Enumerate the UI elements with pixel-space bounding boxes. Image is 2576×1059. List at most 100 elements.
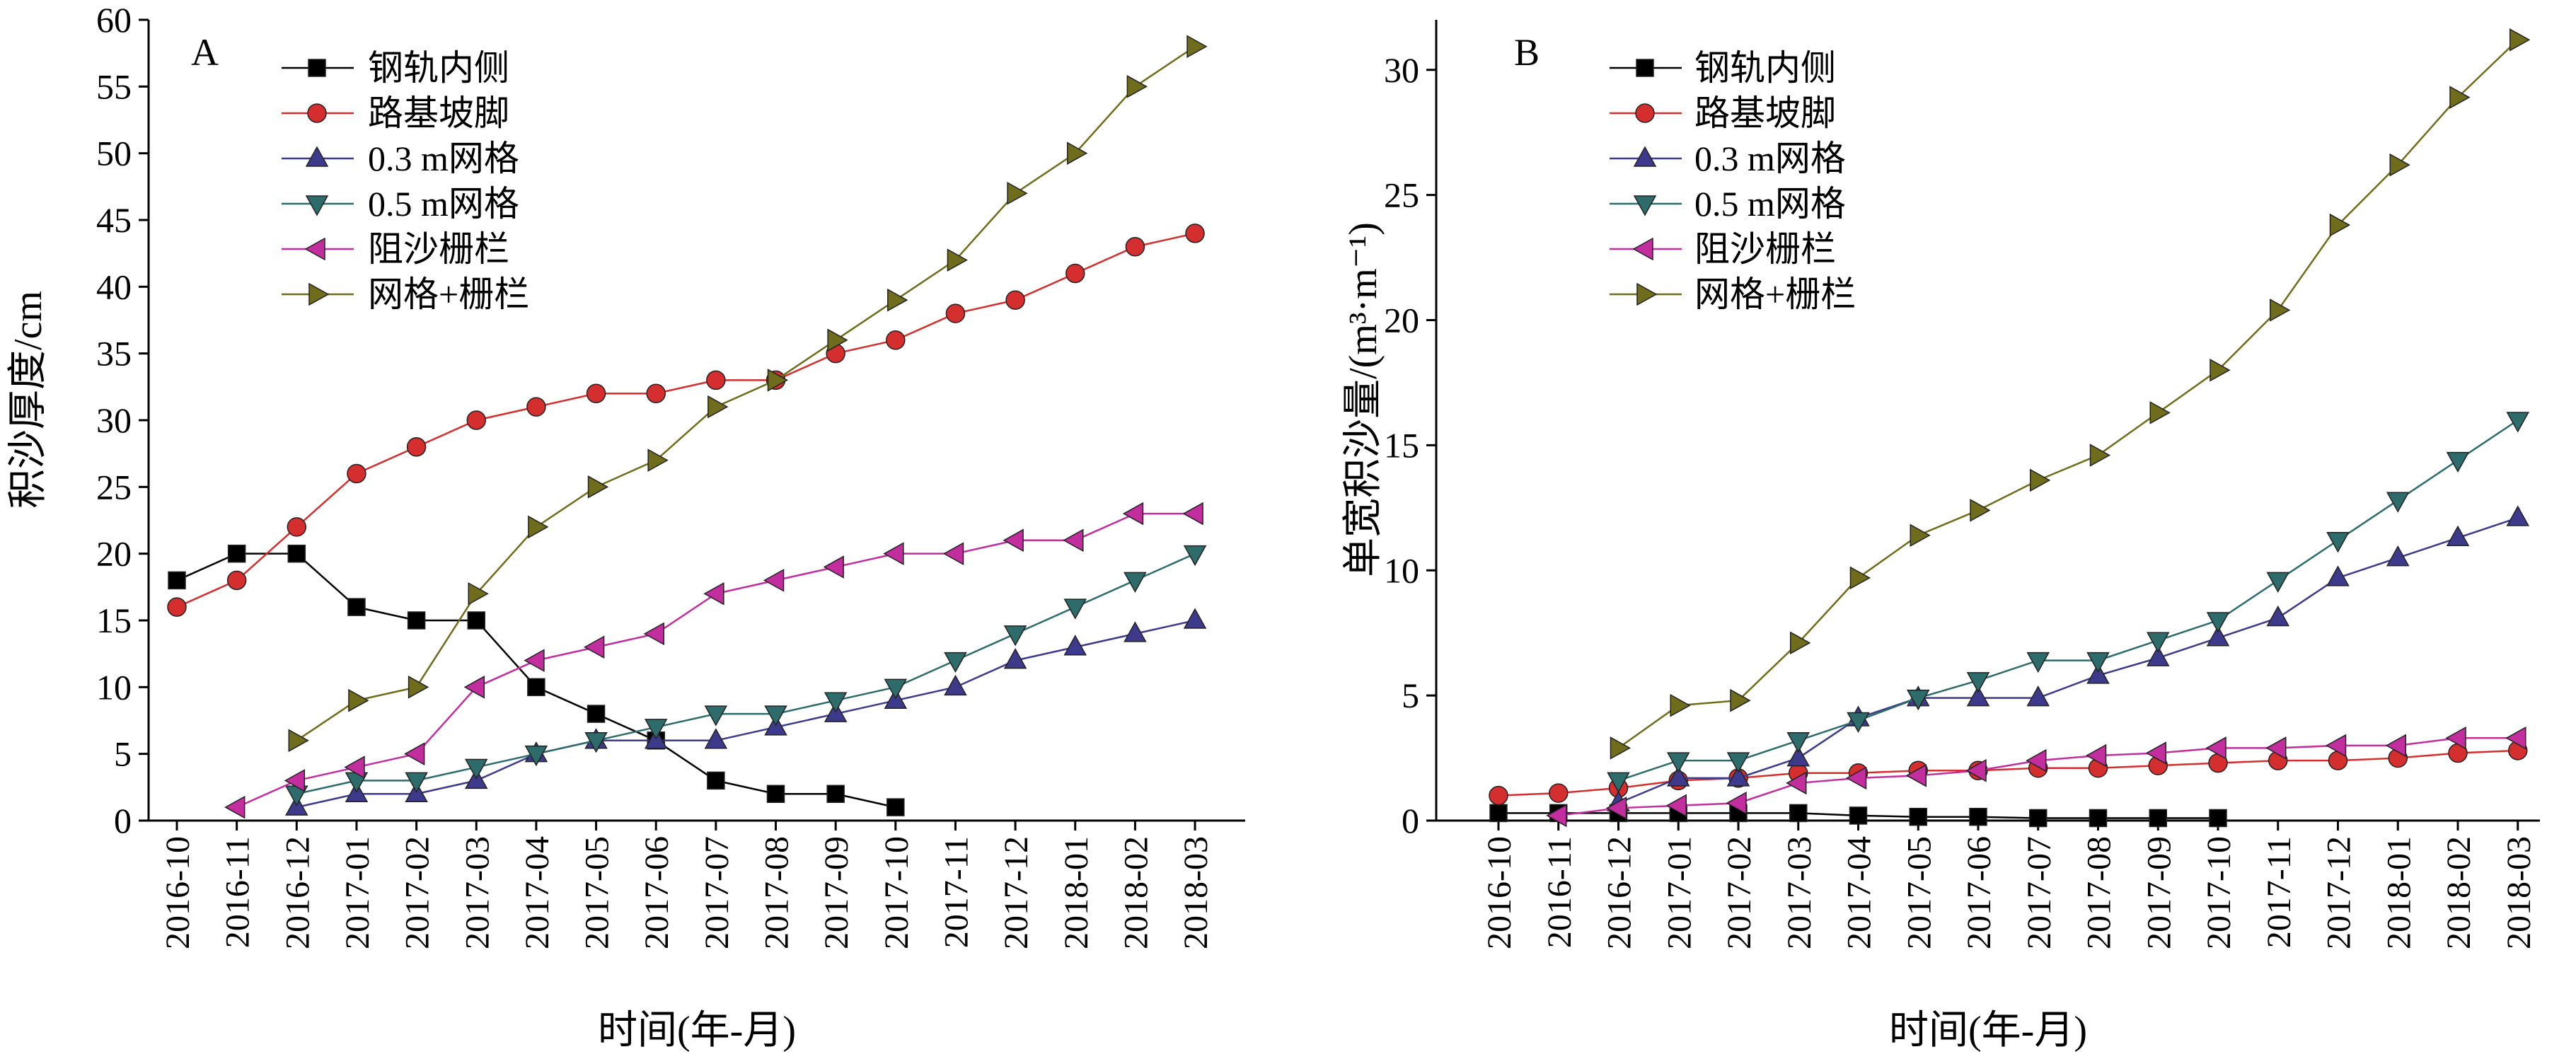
data-point (1966, 685, 1990, 707)
data-point (584, 635, 605, 659)
y-tick-label: 35 (96, 334, 132, 374)
data-point (884, 678, 908, 700)
data-point (2149, 809, 2167, 828)
series-4 (1546, 726, 2526, 828)
data-point (1605, 797, 1627, 820)
legend-marker (1633, 146, 1657, 167)
legend-marker (1636, 59, 1654, 77)
data-point (584, 732, 608, 753)
data-point (2446, 525, 2470, 547)
data-point (2206, 612, 2230, 633)
data-point (407, 611, 426, 630)
data-point (1185, 224, 1205, 243)
data-point (1786, 771, 1807, 795)
series-5 (288, 35, 1208, 753)
data-point (1182, 502, 1203, 526)
data-point (1067, 141, 1088, 165)
series-line (1618, 419, 2519, 782)
data-point (1125, 236, 1145, 257)
legend-marker (1635, 103, 1655, 123)
data-point (2266, 605, 2290, 627)
data-point (2145, 741, 2166, 765)
legend-marker (305, 195, 329, 216)
data-point (463, 676, 485, 699)
data-point (1730, 688, 1751, 712)
x-tick-label: 2016-11 (219, 836, 257, 948)
series-0 (1489, 804, 2227, 828)
data-point (2506, 412, 2530, 433)
data-point (466, 410, 486, 430)
series-3 (1607, 412, 2530, 793)
data-point (1122, 502, 1144, 526)
data-point (704, 705, 728, 727)
series-1 (167, 224, 1205, 617)
series-line (296, 45, 1196, 741)
series-line (1617, 39, 2519, 749)
data-point (404, 742, 425, 765)
legend-marker (307, 103, 327, 123)
data-point (707, 771, 725, 790)
data-point (287, 517, 307, 537)
data-point (2029, 809, 2047, 828)
data-point (464, 758, 488, 780)
data-point (1183, 608, 1207, 629)
x-tick-label: 2017-06 (638, 836, 676, 949)
data-point (2446, 451, 2470, 473)
data-point (1905, 764, 1927, 787)
data-point (2086, 663, 2110, 684)
legend-label: 路基坡脚 (368, 93, 509, 133)
x-tick-label: 2017-08 (758, 836, 796, 949)
data-point (468, 581, 489, 606)
data-point (704, 728, 728, 749)
x-tick-label: 2018-01 (2380, 836, 2418, 949)
data-point (1063, 528, 1084, 552)
data-point (1183, 545, 1207, 567)
legend-marker (308, 282, 330, 306)
data-point (887, 288, 908, 312)
data-point (707, 395, 729, 419)
series-line (296, 552, 1196, 795)
data-point (1610, 736, 1631, 760)
data-point (1186, 35, 1208, 59)
y-tick-label: 10 (96, 667, 132, 707)
data-point (226, 570, 247, 591)
data-point (1670, 694, 1691, 717)
x-tick-label: 2018-02 (2440, 836, 2478, 949)
y-tick-label: 55 (96, 66, 132, 106)
data-point (1969, 807, 1987, 826)
data-point (2509, 28, 2531, 52)
legend-label: 0.3 m网格 (1694, 139, 1846, 178)
legend-label: 阻沙栅栏 (368, 229, 509, 269)
data-point (347, 598, 366, 616)
legend-marker (304, 237, 325, 261)
data-point (1970, 499, 1991, 522)
data-point (227, 544, 246, 563)
data-point (2386, 492, 2410, 513)
data-point (2505, 726, 2526, 750)
data-point (1790, 631, 1811, 655)
data-point (647, 449, 669, 472)
data-point (942, 542, 964, 565)
data-point (944, 652, 967, 673)
legend-label: 网格+栅栏 (368, 274, 529, 314)
legend-marker (1632, 237, 1653, 261)
data-point (1847, 712, 1870, 734)
data-point (2325, 734, 2347, 758)
data-point (643, 622, 664, 646)
y-tick-label: 15 (1384, 425, 1419, 465)
y-tick-label: 45 (96, 200, 132, 240)
data-point (1726, 752, 1750, 773)
x-tick-label: 2017-01 (339, 836, 376, 949)
data-point (1789, 804, 1808, 823)
data-point (2089, 444, 2111, 467)
data-point (1124, 621, 1147, 642)
data-point (528, 515, 549, 539)
legend-label: 钢轨内侧 (368, 48, 509, 88)
data-point (224, 795, 246, 819)
data-point (1786, 732, 1810, 753)
x-tick-label: 2017-03 (1781, 836, 1818, 949)
data-point (1005, 290, 1025, 310)
data-point (1003, 648, 1027, 669)
